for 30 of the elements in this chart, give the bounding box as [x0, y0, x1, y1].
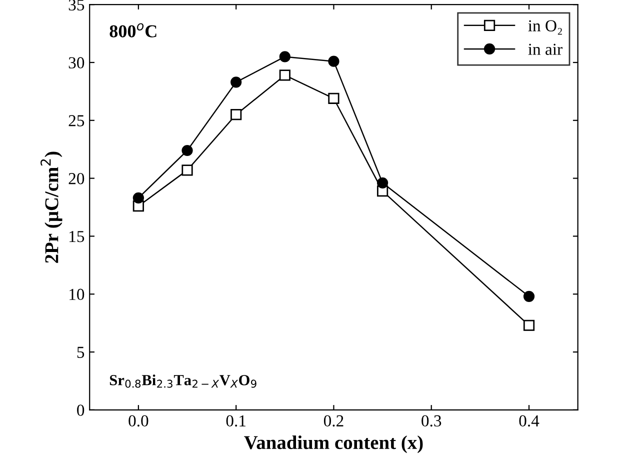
point — [132, 192, 144, 204]
x-tick-label: 0.3 — [422, 415, 442, 427]
point — [376, 177, 388, 188]
x-axis-title: Vanadium content (x) — [244, 435, 423, 454]
y-tick-label: 10 — [70, 288, 84, 300]
y-tick-label: 25 — [68, 115, 84, 126]
x-tick-label: 0.4 — [519, 415, 540, 427]
point — [328, 56, 340, 67]
point — [182, 144, 193, 156]
point — [230, 109, 242, 120]
x-tick-label: 0.0 — [128, 415, 148, 427]
x-tick-label: 0.1 — [226, 415, 246, 427]
y-tick-label: 20 — [68, 172, 84, 184]
y-tick-label: 30 — [68, 57, 84, 68]
y-tick-label: 15 — [70, 230, 84, 242]
y-tick-label: 0 — [77, 404, 84, 416]
y-axis-title: 2Pr (μC/cm$^{2}$) — [40, 152, 62, 263]
point — [523, 290, 535, 302]
point — [328, 92, 340, 104]
text: Sr$_{0.8}$Bi$_{2.3}$Ta$_{2−X}$V$_{X}$O$_{9}$ — [110, 374, 256, 388]
legend-label: in O₂ — [528, 20, 562, 35]
point — [230, 76, 242, 88]
x-tick-label: 0.2 — [324, 415, 344, 427]
point — [523, 320, 535, 331]
point — [279, 70, 290, 81]
legend-label: in air — [528, 44, 562, 55]
point — [279, 51, 290, 62]
point — [182, 164, 193, 176]
y-tick-label: 5 — [77, 346, 84, 358]
annotation: 800$^{o}$C — [110, 23, 156, 38]
